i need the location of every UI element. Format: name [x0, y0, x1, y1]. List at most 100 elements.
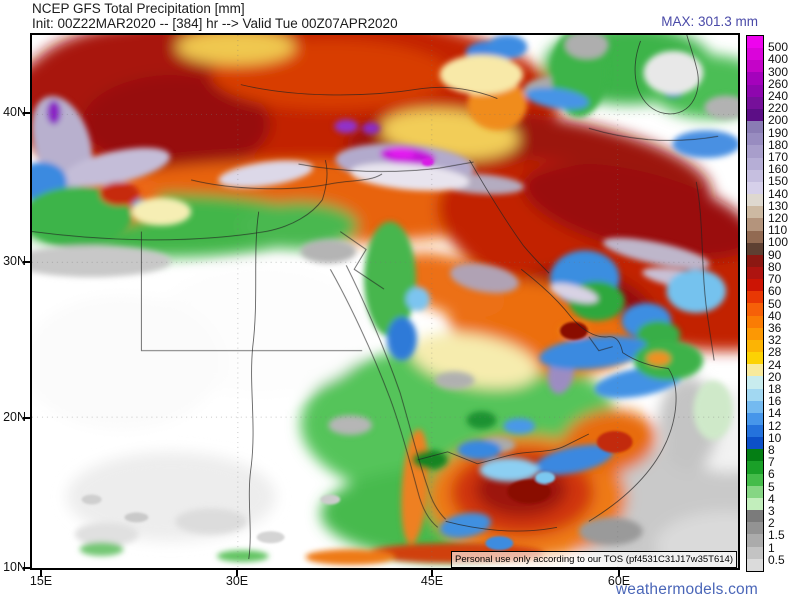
lat-label: 40N	[3, 105, 26, 119]
model-init-valid-line: Init: 00Z22MAR2020 -- [384] hr --> Valid…	[32, 16, 398, 31]
color-scale-label: 160	[768, 162, 789, 177]
precip-blob	[596, 431, 633, 453]
precip-blob	[704, 95, 738, 120]
color-scale-segment	[747, 266, 763, 280]
color-scale-segment	[747, 72, 763, 85]
color-scale-label: 240	[768, 89, 789, 104]
color-scale-label: 2	[768, 516, 775, 531]
precip-blob	[320, 494, 341, 505]
color-scale-label: 220	[768, 101, 789, 116]
color-scale-label: 40	[768, 308, 782, 323]
color-scale-segment	[747, 60, 763, 73]
precip-blob	[578, 517, 643, 546]
precip-blob	[350, 163, 470, 191]
color-scale-segment	[747, 145, 763, 158]
precip-blob	[507, 479, 552, 504]
lat-tick	[23, 112, 30, 114]
precip-blob	[124, 512, 149, 523]
border-path	[240, 84, 498, 99]
precip-blob	[666, 269, 727, 313]
color-scale-segment	[747, 388, 763, 401]
tos-notice: Personal use only according to our TOS (…	[451, 551, 737, 568]
color-scale-segment	[747, 291, 763, 304]
border-path	[190, 173, 383, 190]
lat-label: 10N	[3, 560, 26, 574]
color-scale-label: 120	[768, 211, 789, 226]
map-frame	[30, 33, 740, 570]
precip-blob	[176, 35, 296, 65]
lon-label: 45E	[420, 574, 444, 588]
color-scale-segment	[747, 108, 763, 122]
precip-blob	[646, 351, 671, 366]
color-scale-segment	[747, 400, 763, 413]
color-scale-label: 36	[768, 320, 782, 335]
color-scale-label: 60	[768, 284, 782, 299]
color-scale-label: 110	[768, 223, 788, 238]
precip-blob	[450, 263, 519, 294]
color-scale-label: 14	[768, 406, 782, 421]
color-scale-label: 70	[768, 272, 782, 287]
color-scale-label: 3	[768, 503, 775, 518]
precip-blob	[503, 418, 536, 435]
color-scale-segment	[747, 449, 763, 462]
precip-blob	[421, 158, 434, 167]
precip-blob	[457, 439, 502, 460]
color-scale-label: 140	[768, 186, 789, 201]
header-block: NCEP GFS Total Precipitation [mm] Init: …	[32, 1, 398, 31]
precip-blob	[539, 335, 649, 370]
color-scale-segment	[747, 48, 763, 61]
precip-blob	[439, 512, 492, 538]
color-scale-label: 150	[768, 174, 789, 189]
border-path	[520, 268, 624, 353]
color-scale-label: 20	[768, 369, 782, 384]
lat-tick	[23, 567, 30, 569]
lon-label: 15E	[29, 574, 53, 588]
color-scale-label: 18	[768, 381, 782, 396]
precip-blob	[485, 536, 514, 551]
color-scale-segment	[747, 558, 763, 571]
color-scale-label: 400	[768, 52, 789, 67]
precip-blob	[643, 50, 704, 95]
color-scale-segment	[747, 230, 763, 243]
color-scale-label: 80	[768, 259, 782, 274]
precip-blob	[328, 415, 373, 435]
color-scale-label: 200	[768, 113, 789, 128]
precip-blob	[300, 239, 357, 264]
color-scale-segment	[747, 121, 763, 134]
precip-blob	[32, 245, 172, 278]
color-scale-label: 50	[768, 296, 782, 311]
color-scale-segment	[747, 218, 763, 231]
color-scale-label: 7	[768, 455, 775, 470]
graticule-lines	[32, 35, 738, 568]
lat-label: 30N	[3, 254, 26, 268]
color-scale-segment	[747, 364, 763, 377]
precip-blob	[479, 457, 540, 482]
color-scale-label: 260	[768, 76, 789, 91]
color-scale-segment	[747, 327, 763, 340]
precip-blob	[434, 371, 475, 390]
precip-blob	[405, 287, 430, 311]
lat-tick	[23, 261, 30, 263]
precip-blob	[525, 87, 589, 110]
precip-blob	[305, 549, 395, 566]
max-value-label: MAX: 301.3 mm	[661, 14, 758, 29]
border-path	[469, 159, 550, 274]
lon-tick	[236, 570, 238, 576]
precip-blob	[79, 542, 124, 557]
precipitation-field	[32, 35, 738, 568]
precip-blob	[466, 411, 497, 430]
color-scale-segment	[747, 84, 763, 97]
precip-blob	[549, 283, 599, 304]
color-scale-label: 16	[768, 394, 782, 409]
border-path	[345, 265, 446, 520]
border-path	[634, 35, 699, 115]
border-path	[32, 199, 323, 241]
color-scale-segment	[747, 315, 763, 328]
color-scale-label: 8	[768, 442, 775, 457]
precip-blob	[522, 163, 738, 260]
color-scale-segment	[747, 376, 763, 389]
border-path	[445, 520, 558, 532]
lon-tick	[431, 570, 433, 576]
color-scale	[746, 35, 764, 572]
